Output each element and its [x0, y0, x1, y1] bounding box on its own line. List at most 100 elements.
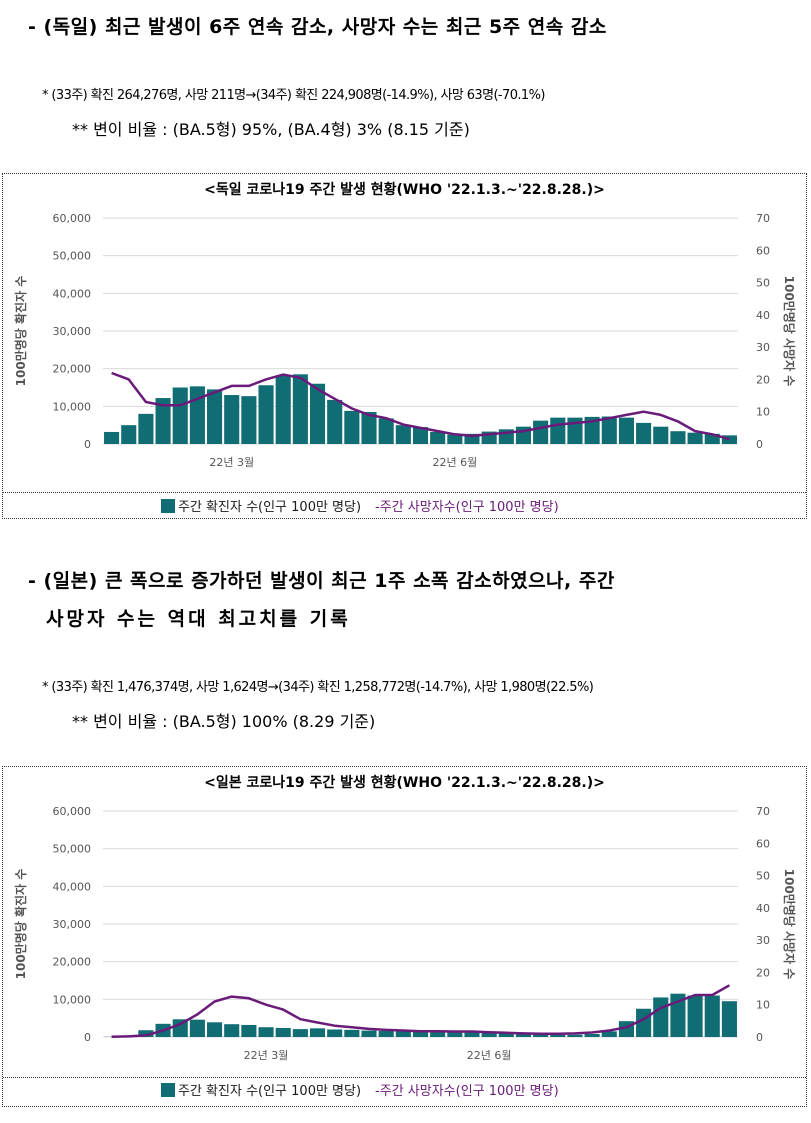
bar [378, 1030, 394, 1037]
chart-legend: 주간 확진자 수(인구 100만 명당) -주간 사망자수(인구 100만 명당) [3, 1080, 806, 1099]
bar [344, 1029, 360, 1037]
bar [447, 1032, 463, 1037]
y2-tick-label: 30 [756, 934, 770, 947]
x-tick-label: 22년 6월 [467, 1049, 512, 1062]
chart-title: <독일 코로나19 주간 발생 현황(WHO '22.1.3.~'22.8.28… [204, 182, 605, 198]
y-tick-label: 30,000 [53, 325, 92, 338]
bar [670, 431, 686, 444]
bar [533, 1034, 549, 1037]
x-tick-label: 22년 6월 [432, 456, 477, 469]
bar [224, 1024, 240, 1037]
bar [155, 398, 171, 444]
chart-legend: 주간 확진자 수(인구 100만 명당) -주간 사망자수(인구 100만 명당) [3, 496, 806, 515]
y-tick-label: 50,000 [53, 250, 92, 263]
bar [618, 417, 634, 444]
japan-variant-note: ** 변이 비율 : (BA.5형) 100% (8.29 기준) [72, 712, 376, 731]
bar [653, 997, 669, 1037]
bar [241, 1024, 257, 1037]
bar [172, 387, 188, 444]
y2-tick-label: 30 [756, 341, 770, 354]
bar [430, 431, 446, 444]
bar [344, 410, 360, 444]
y2-tick-label: 40 [756, 309, 770, 322]
bar [224, 395, 240, 444]
japan-chart: 0 10,000 20,000 30,000 40,000 50,000 60,000 0 10… [13, 805, 797, 1062]
y-tick-label: 20,000 [53, 956, 92, 969]
chart-title: <일본 코로나19 주간 발생 현황(WHO '22.1.3.~'22.8.28… [204, 775, 605, 791]
y-tick-label: 30,000 [53, 918, 92, 931]
bar [584, 1033, 600, 1037]
bar [309, 383, 326, 444]
germany-heading: - (독일) 최근 발생이 6주 연속 감소, 사망자 수는 최근 5주 연속 … [28, 16, 607, 38]
bar [670, 993, 686, 1037]
y-tick-label: 10,000 [53, 993, 92, 1006]
y2-tick-label: 50 [756, 870, 770, 883]
y-tick-label: 40,000 [53, 287, 92, 300]
bar [327, 1029, 343, 1037]
bar [292, 374, 308, 444]
y2-tick-label: 10 [756, 406, 770, 419]
germany-chart: 0 10,000 20,000 30,000 40,000 50,000 60,000 0 10… [13, 212, 797, 469]
legend-bar-label: 주간 확진자 수(인구 100만 명당) [178, 1084, 362, 1099]
y-axis-title: 100만명당 확진자 수 [13, 276, 28, 387]
bar [653, 426, 669, 444]
y2-tick-label: 40 [756, 902, 770, 915]
y-tick-label: 60,000 [53, 212, 92, 225]
legend-bar-label: 주간 확진자 수(인구 100만 명당) [178, 500, 362, 515]
legend-bar-entry: 주간 확진자 수(인구 100만 명당) [161, 499, 362, 515]
x-tick-label: 22년 3월 [244, 1049, 289, 1062]
y2-tick-label: 20 [756, 373, 770, 386]
bar [378, 418, 394, 444]
bar [138, 1030, 154, 1037]
bar [721, 1001, 737, 1037]
japan-heading-line2: 사망자 수는 역대 최고치를 기록 [46, 608, 351, 630]
y2-tick-label: 50 [756, 277, 770, 290]
bar [498, 1032, 514, 1037]
bar [721, 435, 737, 444]
y2-tick-label: 0 [756, 1031, 763, 1044]
bar [533, 420, 549, 444]
bar [207, 389, 223, 444]
bar [412, 1031, 429, 1037]
y-tick-label: 40,000 [53, 880, 92, 893]
deaths-line [111, 371, 730, 441]
bar [258, 385, 274, 444]
bar [464, 1032, 480, 1037]
y2-tick-label: 60 [756, 244, 770, 257]
legend-line-entry: -주간 사망자수(인구 100만 명당) [375, 1084, 559, 1099]
legend-line-label: -주간 사망자수(인구 100만 명당) [375, 1084, 559, 1099]
bar [275, 375, 291, 444]
bar [567, 1034, 583, 1037]
y-tick-label: 50,000 [53, 843, 92, 856]
bar [687, 432, 703, 444]
bar [636, 422, 652, 444]
y2-tick-label: 20 [756, 966, 770, 979]
bar [481, 1032, 497, 1037]
y2-tick-label: 10 [756, 999, 770, 1012]
y2-tick-label: 60 [756, 837, 770, 850]
bar [687, 995, 703, 1037]
bar [361, 411, 377, 444]
bar [515, 1033, 532, 1037]
bar [189, 386, 205, 444]
germany-chart-box: <독일 코로나19 주간 발생 현황(WHO '22.1.3.~'22.8.28… [2, 173, 807, 519]
bar [309, 1028, 326, 1037]
bar [258, 1027, 274, 1037]
bar [412, 427, 429, 444]
y-tick-label: 60,000 [53, 805, 92, 818]
legend-bar-swatch [161, 499, 175, 513]
legend-bar-entry: 주간 확진자 수(인구 100만 명당) [161, 1083, 362, 1099]
bar [464, 433, 480, 444]
bar [601, 416, 617, 444]
y2-tick-label: 0 [756, 438, 763, 451]
deaths-line [111, 984, 731, 1038]
bar [138, 413, 154, 444]
bar [430, 1032, 446, 1037]
bar [704, 995, 720, 1037]
bar [275, 1027, 291, 1037]
y-tick-label: 0 [84, 438, 91, 451]
y-tick-label: 10,000 [53, 400, 92, 413]
germany-case-note: * (33주) 확진 264,276명, 사망 211명→(34주) 확진 22… [42, 88, 545, 103]
bar [395, 1031, 411, 1037]
y-axis-title: 100만명당 확진자 수 [13, 869, 28, 980]
